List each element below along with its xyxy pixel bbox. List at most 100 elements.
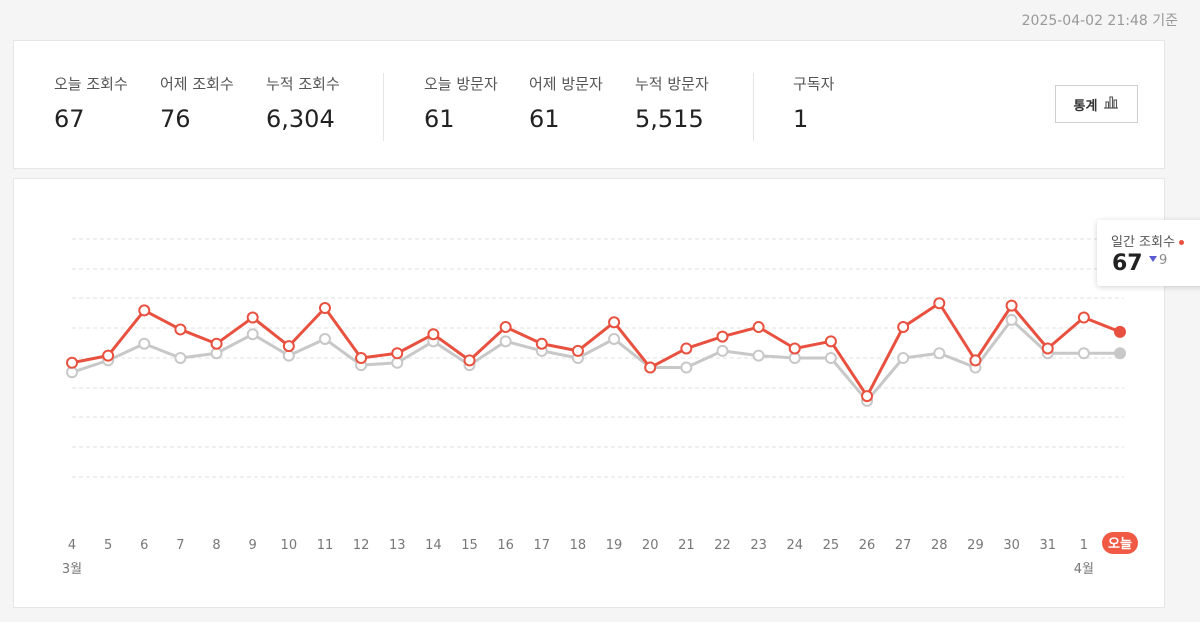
visitors-point (1077, 347, 1090, 360)
visitors-point (1114, 347, 1126, 360)
stats-summary-card: 오늘 조회수 67 어제 조회수 76 누적 조회수 6,304 오늘 방문자 … (13, 40, 1165, 169)
views-point (933, 297, 946, 310)
x-tick-label: 14 (425, 538, 442, 553)
x-tick-label: 25 (823, 538, 840, 553)
views-point (1005, 299, 1018, 312)
visitors-point (680, 361, 693, 374)
timestamp: 2025-04-02 21:48 기준 (1021, 13, 1178, 29)
stat-value: 61 (424, 105, 455, 133)
visitors-point (246, 328, 259, 341)
views-line (71, 301, 1121, 398)
x-tick-label: 20 (642, 538, 659, 553)
views-point (1114, 325, 1126, 338)
stat-total-visitors: 누적 방문자 5,515 (635, 73, 709, 133)
views-point (824, 335, 837, 348)
x-tick-label: 23 (750, 538, 767, 553)
tooltip-label: 일간 조회수 (1111, 231, 1184, 250)
views-point (174, 323, 187, 336)
x-tick-label: 15 (461, 538, 478, 553)
stat-label: 오늘 방문자 (424, 75, 498, 93)
stat-value: 61 (529, 105, 560, 133)
views-point (535, 337, 548, 350)
tooltip-label-text: 일간 조회수 (1111, 235, 1175, 250)
x-tick-label: 16 (497, 538, 514, 553)
visitors-point (174, 352, 187, 364)
visitors-point (210, 347, 223, 360)
views-point (788, 342, 801, 355)
views-point (571, 344, 584, 357)
views-point (1077, 311, 1090, 324)
views-point (318, 302, 331, 315)
x-tick-label: 4 (68, 538, 76, 553)
divider (753, 73, 754, 141)
stat-value: 76 (160, 105, 191, 133)
views-point (897, 321, 910, 334)
stat-label: 누적 방문자 (635, 75, 709, 93)
month-label: 4월 (1074, 562, 1094, 577)
views-point (102, 349, 115, 362)
visitors-point (282, 349, 295, 362)
stat-label: 누적 조회수 (266, 75, 340, 93)
stat-today-views: 오늘 조회수 67 (54, 73, 128, 133)
views-point (427, 328, 440, 341)
visitors-point (788, 352, 801, 364)
views-point (716, 330, 729, 343)
views-point (66, 356, 78, 369)
views-point (969, 354, 982, 367)
stat-value: 6,304 (266, 105, 335, 133)
x-tick-label: 19 (606, 538, 623, 553)
x-tick-label: 22 (714, 538, 731, 553)
stat-value: 67 (54, 105, 85, 133)
stat-yesterday-views: 어제 조회수 76 (160, 73, 234, 133)
visitors-point (897, 352, 910, 364)
stat-value: 1 (793, 105, 809, 133)
visitors-point (608, 332, 621, 345)
stat-label: 구독자 (793, 75, 835, 93)
stat-today-visitors: 오늘 방문자 61 (424, 73, 498, 133)
series-dot (1178, 240, 1184, 245)
views-point (499, 321, 512, 334)
stat-subscribers: 구독자 1 (793, 73, 834, 133)
x-tick-label: 7 (176, 538, 184, 553)
stat-label: 오늘 조회수 (54, 75, 128, 93)
today-badge (1102, 532, 1138, 554)
x-tick-label: 1 (1080, 538, 1088, 553)
x-tick-label: 27 (895, 538, 912, 553)
visitors-line (71, 318, 1120, 403)
visitors-point (391, 356, 404, 369)
views-point (355, 352, 368, 364)
visitors-point (752, 349, 765, 362)
x-tick-label: 13 (389, 538, 406, 553)
views-point (861, 390, 874, 403)
visitors-point (318, 332, 331, 345)
x-tick-label: 5 (104, 538, 112, 553)
x-tick-label: 8 (212, 538, 220, 553)
views-point (644, 361, 657, 374)
visitors-point (66, 366, 78, 379)
views-point (138, 304, 151, 317)
x-tick-label-today: 오늘 (1108, 537, 1132, 552)
views-point (391, 347, 404, 360)
chart-card: 4 5 6 7 8 9 10 11 12 13 14 15 16 17 18 19 20 21 22 23 24 25 26… (13, 178, 1165, 608)
divider (383, 73, 384, 141)
visitors-point (933, 347, 946, 360)
x-tick-label: 28 (931, 538, 948, 553)
visitors-point (716, 344, 729, 357)
month-label: 3월 (62, 562, 82, 577)
x-tick-label: 11 (317, 538, 334, 553)
x-tick-label: 17 (534, 538, 551, 553)
x-tick-label: 10 (281, 538, 298, 553)
daily-views-chart: 4 5 6 7 8 9 10 11 12 13 14 15 16 17 18 19 20 21 22 23 24 25 26… (62, 238, 1138, 577)
x-tick-label: 29 (967, 538, 984, 553)
views-point (608, 316, 621, 329)
x-tick-label: 31 (1039, 538, 1056, 553)
stats-button-label: 통계 (1073, 98, 1098, 114)
chart-tooltip: 일간 조회수 67 9 (1097, 220, 1200, 286)
x-tick-label: 6 (140, 538, 148, 553)
bar-chart-icon (1103, 95, 1119, 113)
stats-button[interactable]: 통계 (1055, 85, 1138, 123)
views-point (1041, 342, 1054, 355)
x-tick-label: 26 (859, 538, 876, 553)
views-point (282, 340, 295, 353)
tooltip-diff: 9 (1159, 253, 1168, 268)
